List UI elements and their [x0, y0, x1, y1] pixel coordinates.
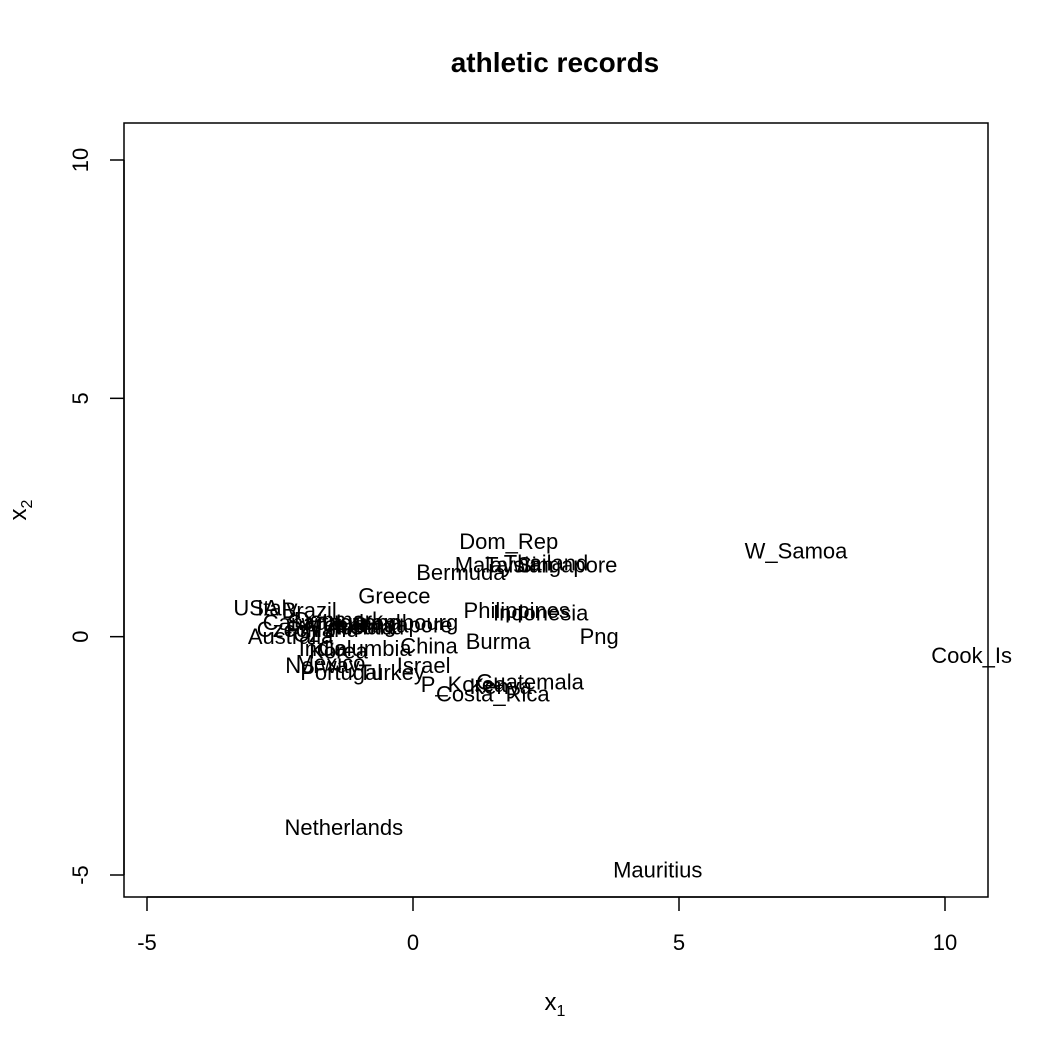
point-labels: Dom_RepMalaysiaTaiwanThailandSingaporeBe… — [233, 529, 1012, 883]
y-tick-label: 5 — [68, 392, 93, 404]
y-axis-label-base: x — [5, 508, 32, 520]
point-label: Mexico — [296, 650, 366, 675]
x-axis-label: x1 — [545, 989, 566, 1020]
x-tick-label: 5 — [673, 930, 685, 955]
x-axis: -5 0 5 10 — [137, 896, 957, 955]
point-label: Png — [580, 624, 619, 649]
y-axis-label: x2 — [5, 499, 36, 520]
point-label: Guatemala — [476, 669, 584, 694]
point-label: W_Samoa — [745, 538, 848, 563]
y-tick-label: 0 — [68, 631, 93, 643]
point-label: Denmark — [294, 607, 384, 632]
point-label: Columbia — [319, 636, 413, 661]
point-label: Canada — [263, 610, 341, 635]
point-label: Cook_Is — [931, 643, 1012, 668]
point-label: Portugal — [300, 660, 382, 685]
point-label: Luxembourg — [336, 610, 458, 635]
point-label: Ireland — [337, 615, 404, 640]
y-tick-label: 10 — [68, 148, 93, 172]
point-label: Costa_Rica — [436, 681, 550, 706]
point-label: Cz — [293, 622, 320, 647]
point-label: Norway — [285, 653, 360, 678]
point-label: Kenya — [470, 674, 533, 699]
point-label: Israel — [397, 653, 451, 678]
point-label: China — [400, 634, 458, 659]
point-label: Australia — [248, 624, 334, 649]
point-label: USA — [233, 596, 279, 621]
point-label: Turkey — [359, 660, 425, 685]
point-label: Singapore — [517, 553, 617, 578]
point-label: Austria — [326, 615, 395, 640]
point-label: Italy — [257, 596, 297, 621]
x-axis-label-sub: 1 — [557, 1003, 566, 1020]
y-axis-label-sub: 2 — [19, 499, 36, 508]
x-tick-label: 10 — [933, 930, 957, 955]
point-label: Netherlands — [285, 815, 404, 840]
point-label: Korea — [309, 638, 368, 663]
point-label: Bermuda — [416, 560, 506, 585]
x-tick-label: 0 — [407, 930, 419, 955]
point-label: Argentina — [302, 612, 397, 637]
y-axis: -5 0 5 10 — [68, 148, 125, 885]
point-label: Switzerland — [287, 610, 401, 635]
point-label: Greece — [358, 584, 430, 609]
point-label: Malaysia — [455, 553, 543, 578]
point-label: Mauritius — [613, 858, 702, 883]
point-label: Czech — [257, 617, 319, 642]
point-label: Taiwan — [485, 553, 553, 578]
point-label: Indonesia — [493, 600, 589, 625]
point-label: Singapore — [352, 612, 452, 637]
point-label: Philippines — [464, 598, 570, 623]
point-label: Dom_Rep — [459, 529, 558, 554]
point-label: Finland — [286, 617, 358, 642]
point-label: P_Korea — [421, 672, 507, 697]
plot-frame — [123, 122, 989, 898]
point-label: Burma — [466, 629, 532, 654]
x-axis-label-base: x — [545, 989, 557, 1016]
point-label: Brazil — [282, 598, 337, 623]
point-label: India — [299, 636, 347, 661]
point-label: Thailand — [504, 550, 588, 575]
y-tick-label: -5 — [68, 865, 93, 885]
x-tick-label: -5 — [137, 930, 157, 955]
chart-title: athletic records — [451, 47, 660, 78]
